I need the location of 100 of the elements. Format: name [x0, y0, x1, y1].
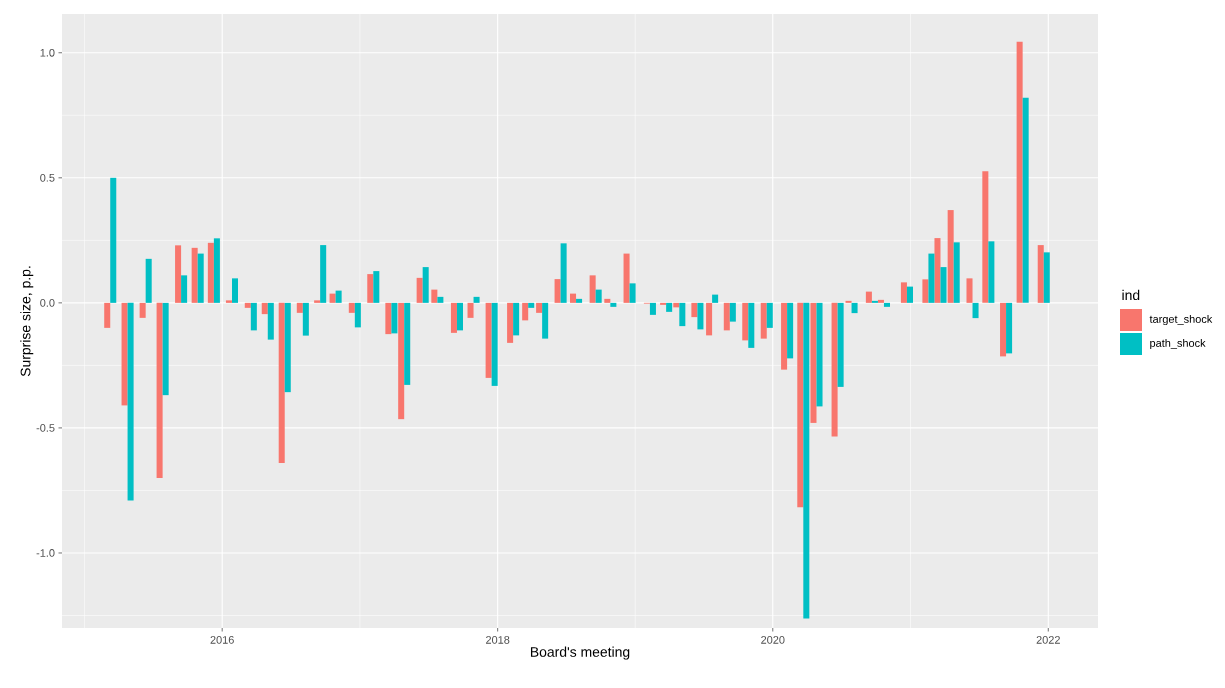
bar [972, 302, 979, 319]
bar [278, 302, 285, 463]
bar [320, 245, 327, 303]
bar [485, 302, 492, 378]
bar [988, 241, 995, 303]
bar [982, 171, 989, 303]
bar [871, 300, 878, 303]
bar [906, 286, 913, 303]
bar [706, 302, 713, 336]
bar [416, 277, 423, 303]
bar [760, 302, 767, 339]
bar [398, 302, 405, 420]
bar [314, 300, 321, 303]
bar [940, 267, 947, 303]
bar [787, 302, 794, 359]
legend-title: ind [1122, 289, 1140, 301]
bar [127, 302, 134, 501]
bar [110, 177, 117, 303]
legend-label: path_shock [1150, 338, 1206, 350]
bar [385, 302, 392, 335]
bar [845, 300, 852, 303]
bar [877, 299, 884, 303]
bar [649, 302, 656, 315]
bar [554, 279, 561, 303]
bar [589, 275, 596, 303]
bar [781, 302, 788, 370]
y-tick-label: 0.5 [40, 173, 55, 182]
bar [851, 302, 858, 314]
bar [207, 242, 214, 303]
bar [139, 302, 146, 318]
bar [296, 302, 303, 313]
x-tick-label: 2018 [486, 636, 510, 644]
y-tick-label: -0.5 [36, 424, 55, 432]
x-tick-label: 2020 [761, 636, 785, 644]
bar [437, 296, 444, 303]
bar [156, 302, 163, 478]
bar [934, 238, 941, 303]
bar [679, 302, 686, 327]
bar [748, 302, 755, 348]
bar [404, 302, 411, 385]
bar [250, 302, 257, 331]
y-axis-title: Surprise size, p.p. [20, 266, 34, 377]
bar [570, 293, 577, 303]
bar [666, 302, 673, 312]
y-tick-label: 0.0 [40, 299, 55, 307]
bar [467, 302, 474, 318]
bar [513, 302, 520, 336]
bar [422, 267, 429, 303]
bar [576, 298, 583, 303]
bar [697, 302, 704, 330]
bar [145, 258, 152, 303]
bar [367, 274, 374, 303]
bar [431, 289, 438, 303]
bar [542, 302, 549, 339]
bar [162, 302, 169, 396]
bar [354, 302, 361, 328]
y-tick-label: 1.0 [40, 48, 55, 57]
bar [197, 253, 204, 303]
bar [507, 302, 514, 343]
bar [691, 302, 698, 318]
bar [1022, 97, 1029, 303]
bar [1043, 252, 1050, 303]
y-tick-label: -1.0 [36, 549, 55, 557]
bar [953, 242, 960, 303]
bar [181, 275, 188, 303]
bar [329, 293, 336, 303]
bar [213, 238, 220, 303]
bar [450, 302, 457, 333]
bar [528, 302, 535, 308]
bar [629, 283, 636, 303]
bar [456, 302, 463, 331]
legend-label: target_shock [1149, 314, 1213, 326]
bar [1016, 41, 1023, 303]
bar [797, 302, 804, 508]
bar [623, 253, 630, 303]
bar [831, 302, 838, 437]
bar [729, 302, 736, 322]
bar [803, 302, 810, 619]
bar [837, 302, 844, 387]
bar [966, 278, 973, 303]
bar [231, 278, 238, 303]
bar [491, 302, 498, 386]
bar [302, 302, 309, 336]
bar [225, 300, 232, 303]
bar [335, 290, 342, 303]
x-axis-title: Board's meeting [530, 646, 630, 660]
bar [373, 271, 380, 303]
bar [348, 302, 355, 313]
bar [536, 302, 543, 313]
bar [1000, 302, 1007, 357]
bar [473, 296, 480, 303]
bar [244, 302, 251, 308]
bar [900, 282, 907, 303]
x-tick-label: 2016 [210, 636, 234, 644]
bar [284, 302, 291, 393]
bar [922, 279, 929, 303]
bar [104, 302, 111, 328]
bar [610, 302, 617, 307]
bar [604, 298, 611, 303]
x-tick-label: 2022 [1036, 636, 1060, 644]
